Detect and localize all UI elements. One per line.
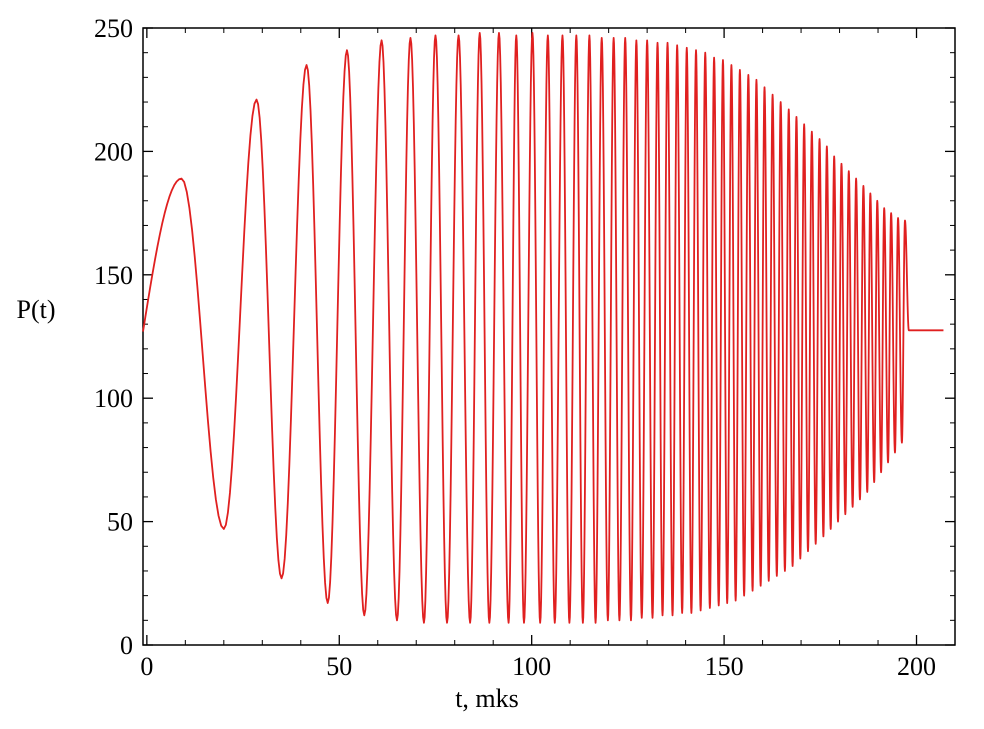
y-axis-label: P(t) bbox=[17, 295, 56, 324]
x-tick-label-0: 0 bbox=[140, 652, 153, 681]
y-tick-label-0: 0 bbox=[120, 631, 133, 660]
x-tick-label-200: 200 bbox=[897, 652, 936, 681]
y-tick-label-200: 200 bbox=[94, 137, 133, 166]
y-tick-label-100: 100 bbox=[94, 384, 133, 413]
y-tick-label-50: 50 bbox=[107, 508, 133, 537]
axis-ticks bbox=[143, 27, 955, 646]
x-tick-label-150: 150 bbox=[705, 652, 744, 681]
y-tick-label-150: 150 bbox=[94, 261, 133, 290]
series-line-p-t bbox=[142, 32, 944, 624]
x-tick-label-100: 100 bbox=[512, 652, 551, 681]
x-tick-label-50: 50 bbox=[326, 652, 352, 681]
tick-labels: 0 50 100 150 200 0 50 100 150 200 250 bbox=[94, 14, 936, 681]
y-tick-label-250: 250 bbox=[94, 14, 133, 43]
plot-frame bbox=[142, 27, 956, 646]
x-axis-label: t, mks bbox=[455, 684, 519, 713]
